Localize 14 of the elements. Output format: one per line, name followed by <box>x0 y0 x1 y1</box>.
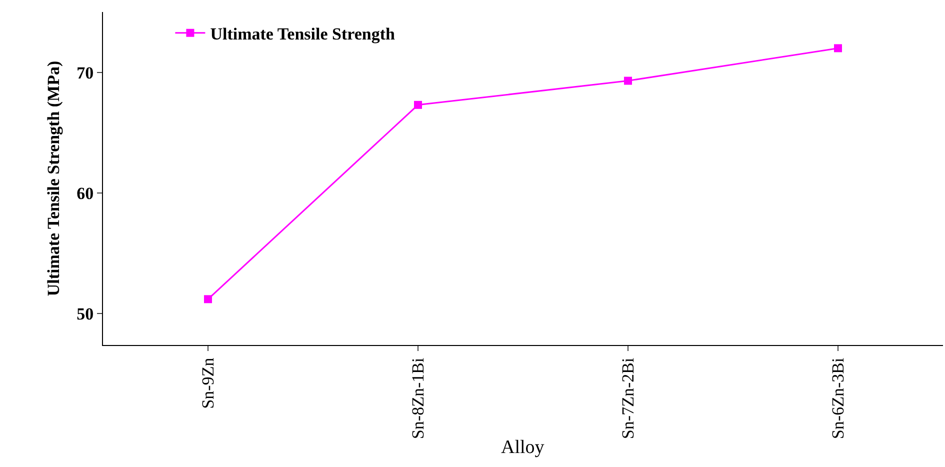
x-axis-title: Alloy <box>501 437 545 458</box>
x-tick-label: Sn-7Zn-2Bi <box>618 358 638 440</box>
x-tick-label: Sn-8Zn-1Bi <box>408 358 428 440</box>
y-tick-label: 50 <box>76 304 94 324</box>
point <box>414 100 422 109</box>
x-tick-label: Sn-9Zn <box>198 357 218 409</box>
point <box>624 76 632 85</box>
y-tick-label: 70 <box>76 63 94 82</box>
legend-label: Ultimate Tensile Strength <box>210 24 396 44</box>
x-tick-label: Sn-6Zn-3Bi <box>828 358 848 440</box>
y-axis-title: Ultimate Tensile Strength (MPa) <box>44 60 64 296</box>
point <box>834 44 842 52</box>
point <box>204 295 212 304</box>
y-tick-label: 60 <box>76 184 94 203</box>
